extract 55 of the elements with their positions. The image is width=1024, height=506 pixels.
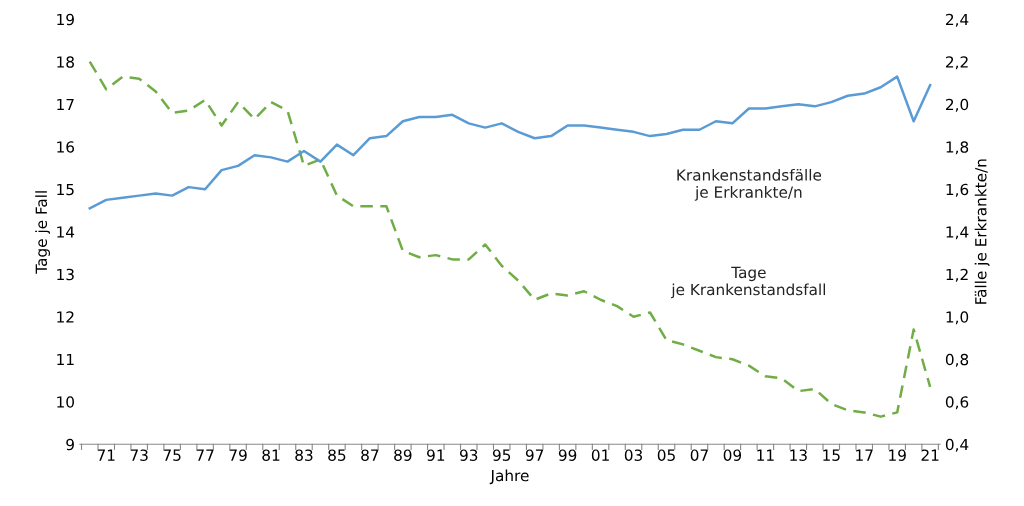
y-tick-label: 10 [57, 396, 74, 408]
x-tick-label: 99 [558, 449, 577, 461]
x-tick-label: 93 [460, 449, 478, 461]
x-tick-label: 87 [361, 449, 379, 461]
y2-tick-label: 1,4 [946, 226, 969, 240]
x-tick-label: 03 [624, 449, 643, 461]
y-axis-title: Tage je Fall [35, 191, 51, 274]
series-label: Tage je Krankenstandsfall [671, 266, 826, 299]
y2-axis-title: Fälle je Erkrankte/n [974, 159, 990, 304]
x-tick-label: 07 [690, 449, 708, 461]
x-tick-label: 11 [757, 449, 774, 461]
x-tick-label: 97 [525, 449, 544, 461]
y2-tick-label: 0,6 [945, 396, 969, 410]
x-tick-label: 01 [591, 449, 609, 461]
y-tick-label: 11 [57, 353, 74, 366]
x-tick-label: 91 [427, 449, 445, 461]
y2-tick-label: 0,4 [945, 438, 969, 452]
y-tick-label: 14 [57, 226, 75, 238]
x-tick-label: 85 [328, 449, 346, 461]
x-tick-label: 21 [921, 449, 939, 461]
y2-tick-label: 2,0 [946, 98, 969, 112]
x-tick-label: 05 [657, 449, 675, 461]
x-tick-label: 81 [262, 449, 280, 461]
y-tick-label: 12 [57, 311, 74, 323]
y-tick-label: 15 [57, 183, 74, 196]
y-tick-label: 16 [57, 141, 75, 153]
y2-tick-label: 0,8 [945, 353, 969, 367]
y-tick-label: 17 [57, 98, 74, 111]
text: Krankenstandsfälle je Erkrankte/n [677, 168, 822, 201]
y-tick-label: 13 [57, 268, 74, 281]
line-series [88, 75, 932, 210]
line-series [88, 60, 932, 418]
y2-tick-label: 1,8 [946, 141, 969, 155]
y-tick-label: 19 [57, 13, 74, 26]
x-tick-label: 19 [889, 449, 906, 461]
x-tick-label: 71 [97, 449, 115, 461]
x-axis-title: Jahre [489, 469, 529, 485]
x-tick-label: 77 [196, 449, 214, 461]
x-tick-label: 13 [790, 449, 807, 461]
x-tick-label: 83 [295, 449, 313, 461]
y2-tick-label: 2,2 [946, 56, 968, 70]
x-tick-label: 17 [856, 449, 873, 461]
x-tick-label: 95 [492, 449, 511, 461]
x-tick-label: 79 [229, 449, 247, 461]
y2-tick-label: 1,6 [946, 183, 969, 197]
y2-tick-label: 2,4 [946, 13, 969, 27]
y2-tick-label: 1,0 [946, 311, 969, 325]
x-tick-label: 09 [723, 449, 742, 461]
x-tick-label: 15 [823, 449, 840, 461]
x-tick-label: 89 [394, 449, 412, 461]
y2-tick-label: 1,2 [946, 268, 968, 282]
x-tick-label: 73 [130, 449, 148, 461]
y-tick-label: 9 [66, 438, 74, 451]
y-tick-label: 18 [57, 56, 74, 68]
x-tick-label: 75 [163, 449, 181, 461]
